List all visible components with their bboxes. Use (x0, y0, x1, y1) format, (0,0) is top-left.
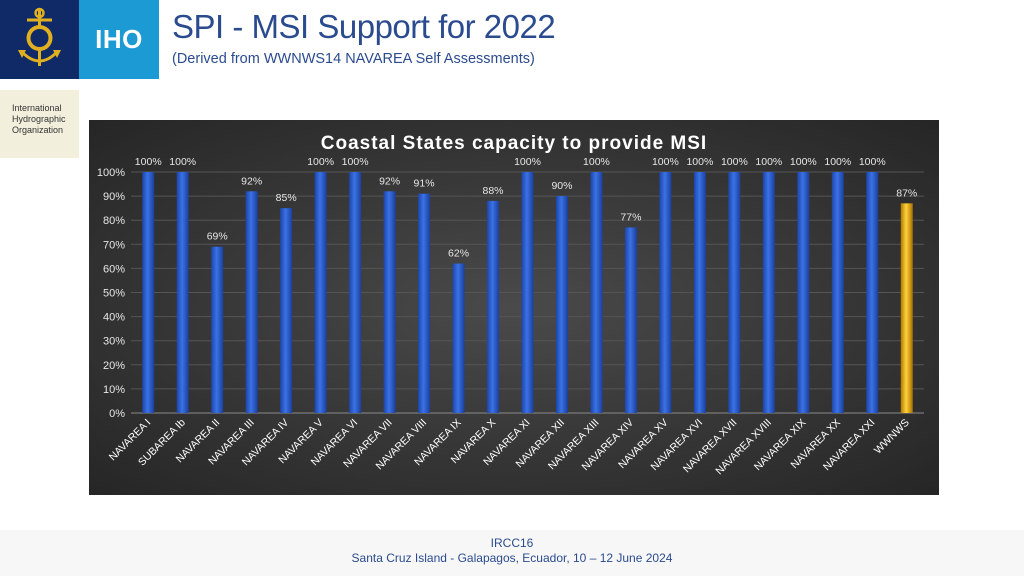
data-label: 69% (207, 231, 228, 243)
chart-title: Coastal States capacity to provide MSI (321, 133, 707, 154)
bar (383, 191, 396, 413)
footer-location-date: Santa Cruz Island - Galapagos, Ecuador, … (351, 551, 673, 565)
bar (728, 172, 741, 413)
footer-band (0, 530, 1024, 576)
data-label: 100% (169, 156, 196, 168)
bar (693, 172, 706, 413)
bar (349, 172, 362, 413)
data-label: 92% (241, 175, 262, 187)
y-tick-label: 50% (103, 288, 125, 300)
y-tick-label: 60% (103, 263, 125, 275)
bar (176, 172, 189, 413)
y-tick-label: 0% (109, 408, 125, 420)
bar (555, 196, 568, 413)
iho-wordmark: IHO (79, 0, 159, 79)
bar (314, 172, 327, 413)
data-label: 100% (514, 156, 541, 168)
y-tick-label: 40% (103, 312, 125, 324)
organization-name: International Hydrographic Organization (12, 103, 66, 135)
bar (211, 246, 224, 413)
bar-chart: Coastal States capacity to provide MSI 0… (89, 120, 939, 495)
y-tick-label: 90% (103, 191, 125, 203)
bar (590, 172, 603, 413)
y-tick-label: 10% (103, 384, 125, 396)
data-label: 77% (620, 211, 641, 223)
data-label: 85% (276, 192, 297, 204)
bar (659, 172, 672, 413)
anchor-emblem-icon (18, 7, 61, 66)
y-tick-label: 20% (103, 360, 125, 372)
data-label: 100% (790, 156, 817, 168)
bar (831, 172, 844, 413)
data-label: 100% (859, 156, 886, 168)
data-label: 90% (551, 180, 572, 192)
data-label: 100% (721, 156, 748, 168)
data-label: 92% (379, 175, 400, 187)
data-label: 100% (583, 156, 610, 168)
bar (418, 193, 431, 413)
slide-subtitle: (Derived from WWNWS14 NAVAREA Self Asses… (172, 51, 535, 67)
iho-logo-text: IHO (95, 24, 143, 54)
bar (142, 172, 155, 413)
data-label: 91% (414, 178, 435, 190)
data-label: 100% (307, 156, 334, 168)
data-label: 87% (896, 187, 917, 199)
bar (866, 172, 879, 413)
bar (900, 203, 913, 413)
data-label: 100% (824, 156, 851, 168)
bar (762, 172, 775, 413)
organization-panel: International Hydrographic Organization (0, 90, 79, 158)
bar (280, 208, 293, 413)
iho-emblem-logo (0, 0, 79, 79)
y-tick-label: 100% (97, 167, 125, 179)
bar (452, 263, 465, 413)
chart-svg: Coastal States capacity to provide MSI 0… (89, 120, 939, 495)
data-label: 88% (483, 185, 504, 197)
bar (624, 227, 637, 413)
bar (245, 191, 258, 413)
bar (797, 172, 810, 413)
data-label: 100% (755, 156, 782, 168)
y-tick-label: 80% (103, 215, 125, 227)
data-label: 100% (652, 156, 679, 168)
data-label: 62% (448, 248, 469, 260)
bar (487, 200, 500, 413)
data-label: 100% (342, 156, 369, 168)
bar (521, 172, 534, 413)
data-label: 100% (686, 156, 713, 168)
y-tick-label: 70% (103, 239, 125, 251)
y-tick-label: 30% (103, 336, 125, 348)
slide-title: SPI - MSI Support for 2022 (172, 8, 556, 45)
footer-event: IRCC16 (490, 536, 534, 550)
data-label: 100% (135, 156, 162, 168)
